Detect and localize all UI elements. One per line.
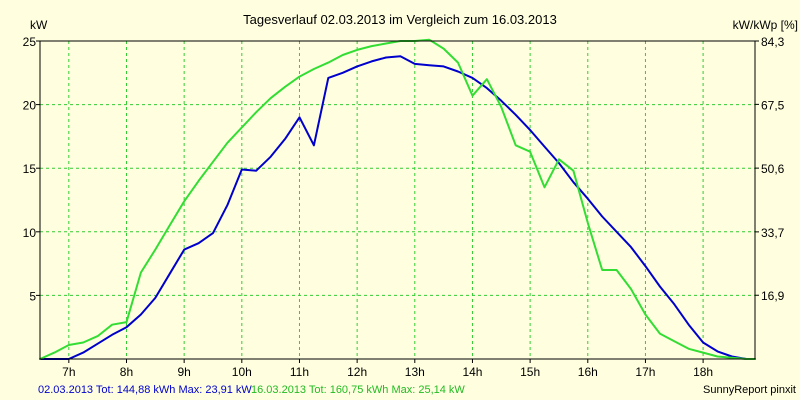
grid (40, 41, 755, 359)
footer-series2-summary: 16.03.2013 Tot: 160,75 kWh Max: 25,14 kW (251, 384, 465, 396)
y-tick-label-right: 33,7 (761, 226, 785, 240)
ticks-group: 7h 8h 9h 10h 11h 12h 13h 14h 15h 16h 17h 18h 5 10 15 20… (23, 35, 785, 379)
x-tick-label: 14h (462, 365, 482, 379)
y-tick-label-left: 10 (23, 226, 37, 240)
series-line-1 (39, 55, 756, 360)
footer-series1-summary: 02.03.2013 Tot: 144,88 kWh Max: 23,91 kW (38, 384, 252, 396)
x-tick-label: 15h (520, 365, 540, 379)
footer-credit: SunnyReport pinxit (703, 384, 796, 396)
x-tick-label: 9h (177, 365, 190, 379)
y-tick-label-right: 84,3 (761, 35, 785, 49)
x-tick-label: 7h (62, 365, 75, 379)
chart-title: Tagesverlauf 02.03.2013 im Vergleich zum… (243, 12, 557, 27)
y-tick-label-left: 5 (29, 289, 36, 303)
y-tick-label-right: 50,6 (761, 162, 785, 176)
y-axis-label-left: kW (30, 18, 48, 32)
x-tick-label: 8h (120, 365, 133, 379)
x-tick-label: 11h (290, 365, 309, 379)
x-tick-label: 12h (347, 365, 367, 379)
y-tick-label-left: 20 (23, 99, 37, 113)
x-tick-label: 10h (232, 365, 252, 379)
y-axis-label-right: kW/kWp [%] (733, 18, 798, 32)
x-tick-label: 18h (693, 365, 713, 379)
y-tick-label-left: 15 (23, 162, 37, 176)
x-tick-label: 17h (635, 365, 655, 379)
x-tick-label: 13h (405, 365, 425, 379)
y-tick-label-right: 16,9 (761, 289, 785, 303)
plot-border (39, 40, 756, 360)
y-tick-label-left: 25 (23, 35, 37, 49)
plot-area (40, 41, 755, 359)
y-tick-label-right: 67,5 (761, 98, 785, 112)
x-tick-label: 16h (578, 365, 598, 379)
